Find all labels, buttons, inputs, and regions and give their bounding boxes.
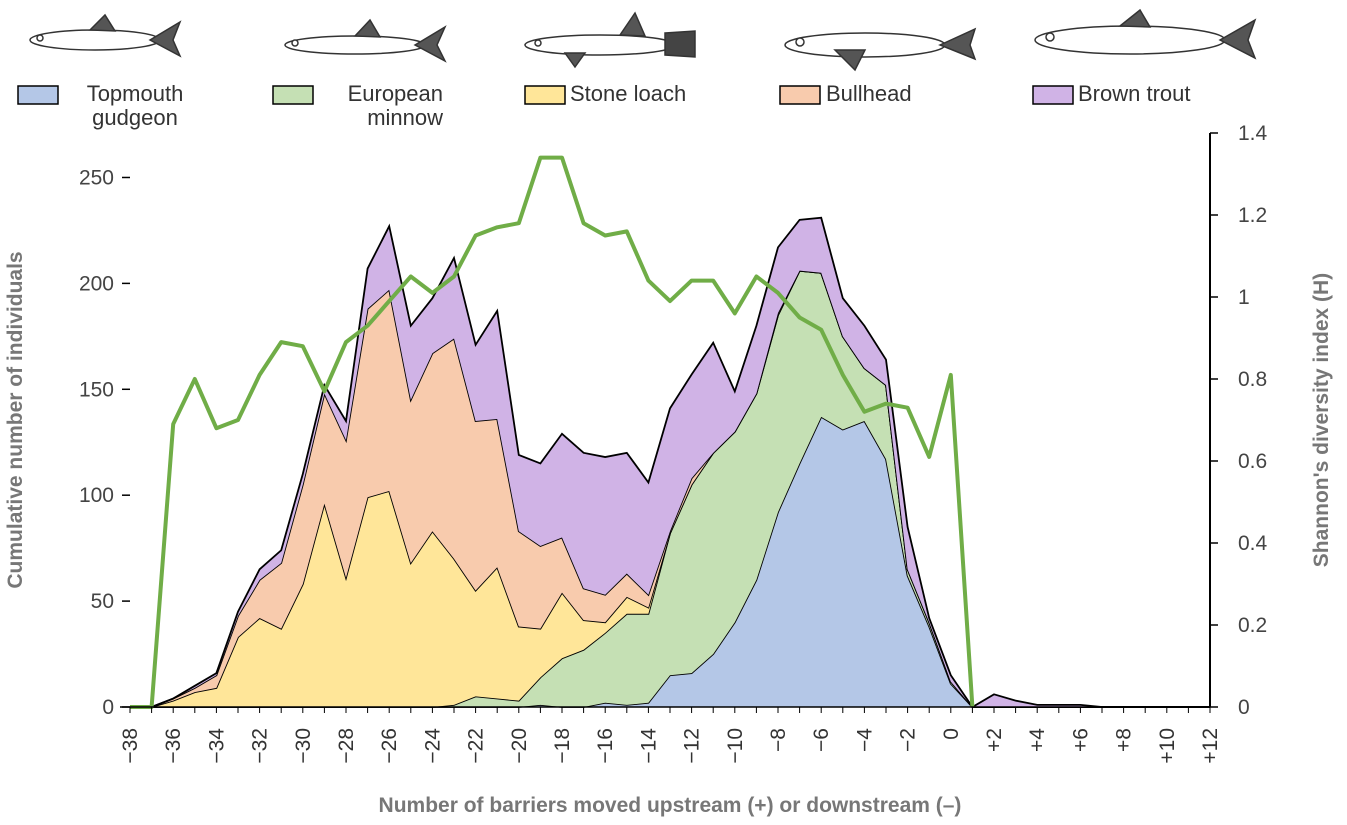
legend-label: European minnow [347, 81, 443, 130]
y-tick-label: 100 [79, 484, 114, 507]
legend-swatch [524, 85, 566, 105]
y2-tick-label: 0.2 [1238, 614, 1267, 637]
x-tick-label: +8 [1113, 728, 1136, 752]
legend-swatch [272, 85, 314, 105]
x-tick-label: −10 [724, 728, 747, 764]
x-tick-label: −12 [681, 728, 704, 764]
x-tick-label: +12 [1199, 728, 1222, 764]
y2-tick-label: 0.6 [1238, 450, 1267, 473]
x-tick-label: −36 [162, 728, 185, 764]
area [130, 270, 1210, 707]
x-tick-label: −30 [292, 728, 315, 764]
y2-axis-title: Shannon's diversity index (H) [1310, 273, 1333, 567]
y-tick-label: 50 [91, 590, 114, 613]
y-tick-label: 250 [79, 166, 114, 189]
y2-tick-label: 1.2 [1238, 204, 1267, 227]
y2-tick-label: 1 [1238, 286, 1250, 309]
legend-label: Topmouth gudgeon [86, 81, 184, 130]
diversity-line [130, 155, 975, 709]
legend-swatch [1032, 85, 1074, 105]
x-tick-label: −24 [421, 728, 444, 764]
x-tick-label: −8 [767, 728, 790, 752]
y2-tick-label: 1.4 [1238, 122, 1268, 145]
x-tick-label: −14 [637, 728, 660, 764]
y-tick-label: 150 [79, 378, 114, 401]
x-tick-label: −18 [551, 728, 574, 764]
x-tick-label: +6 [1069, 728, 1092, 752]
y-axis-title: Cumulative number of individuals [4, 251, 27, 588]
x-tick-label: 0 [940, 728, 963, 740]
legend-label: Bullhead [826, 81, 912, 106]
fish-icons [29, 8, 1257, 72]
x-axis-title: Number of barriers moved upstream (+) or… [379, 794, 962, 817]
y-tick-label: 0 [102, 696, 114, 719]
x-tick-label: −2 [897, 728, 920, 752]
legend-label: Brown trout [1078, 81, 1191, 106]
x-tick-label: −22 [465, 728, 488, 764]
x-tick-label: −38 [119, 728, 142, 764]
x-tick-label: +2 [983, 728, 1006, 752]
area-outline [130, 216, 1210, 709]
x-tick-label: −6 [810, 728, 833, 752]
area [130, 270, 1210, 707]
legend-swatch [779, 85, 821, 105]
y2-tick-label: 0.4 [1238, 532, 1268, 555]
legend-swatch [17, 85, 59, 105]
x-tick-label: −4 [853, 728, 876, 752]
x-tick-label: +10 [1156, 728, 1179, 764]
y2-tick-label: 0 [1238, 696, 1250, 719]
x-tick-label: −32 [249, 728, 272, 764]
area [130, 217, 1210, 707]
x-tick-label: −20 [508, 728, 531, 764]
y-tick-label: 200 [79, 272, 114, 295]
legend-label: Stone loach [570, 81, 687, 106]
x-tick-label: +4 [1026, 728, 1049, 752]
x-tick-label: −26 [378, 728, 401, 764]
x-tick-label: −34 [205, 728, 228, 764]
area [130, 270, 1210, 707]
x-tick-label: −28 [335, 728, 358, 764]
x-tick-label: −16 [594, 728, 617, 764]
y2-tick-label: 0.8 [1238, 368, 1267, 391]
